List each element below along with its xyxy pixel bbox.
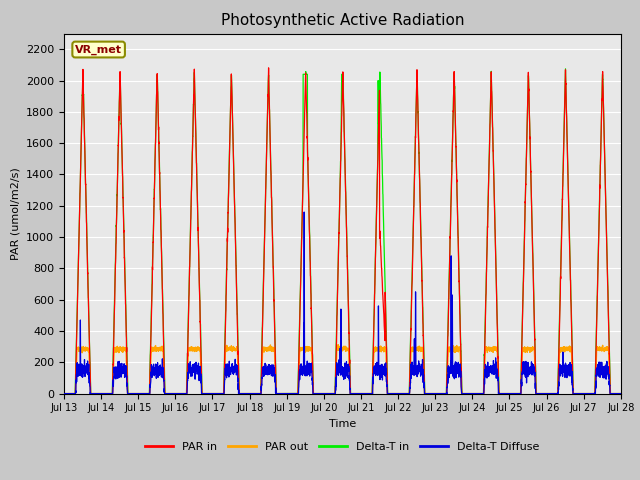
Legend: PAR in, PAR out, Delta-T in, Delta-T Diffuse: PAR in, PAR out, Delta-T in, Delta-T Dif… (141, 438, 544, 456)
Y-axis label: PAR (umol/m2/s): PAR (umol/m2/s) (10, 167, 20, 260)
Text: VR_met: VR_met (75, 44, 122, 55)
Title: Photosynthetic Active Radiation: Photosynthetic Active Radiation (221, 13, 464, 28)
X-axis label: Time: Time (329, 419, 356, 429)
